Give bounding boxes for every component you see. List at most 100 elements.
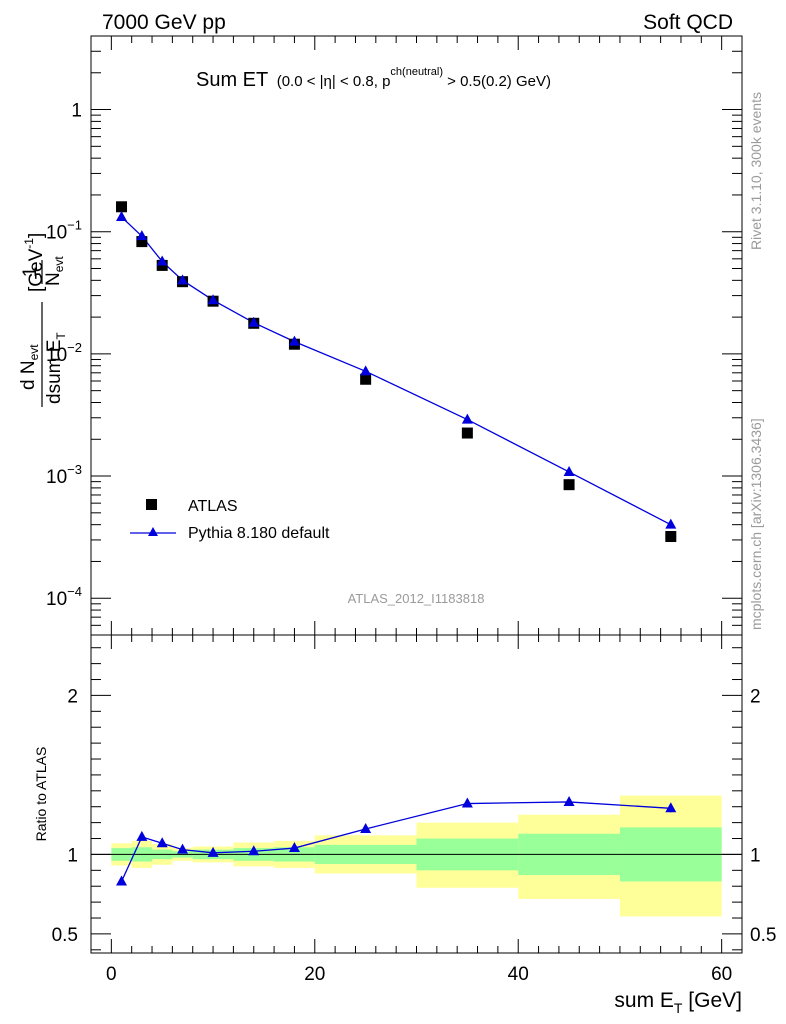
- pythia-point: [461, 413, 473, 424]
- ylabel-n: N: [43, 272, 64, 286]
- ylabel-one: 1: [20, 267, 41, 278]
- ylabel-unit-text: [GeV: [26, 248, 47, 292]
- ratio-point: [156, 837, 168, 848]
- analysis-watermark: ATLAS_2012_I1183818: [348, 591, 485, 606]
- main-y-tick-label-base: 10: [46, 467, 67, 488]
- ratio-y-tick-label-right: 0.5: [750, 925, 776, 946]
- header-left: 7000 GeV pp: [102, 11, 226, 34]
- main-y-tick-label: 10−1: [46, 218, 82, 244]
- ratio-y-tick-label-right: 2: [750, 686, 761, 707]
- pythia-point: [248, 316, 260, 327]
- ylabel-unit-exp: -1: [22, 238, 36, 249]
- plot-title-cuts-c: > 0.5(0.2) GeV): [443, 73, 551, 90]
- ratio-y-tick-label-left: 2: [67, 686, 78, 707]
- ratio-point: [665, 802, 677, 813]
- x-axis-label: sum ET [GeV]: [614, 989, 742, 1016]
- legend-marker-atlas: [146, 499, 157, 510]
- main-y-tick-label: 10−3: [46, 462, 82, 488]
- main-y-tick-labels: 10−410−310−210−11: [46, 101, 82, 611]
- atlas-point: [563, 479, 575, 491]
- ratio-y-tick-label-left: 0.5: [52, 925, 78, 946]
- pythia-point: [136, 230, 148, 241]
- ratio-point: [360, 822, 372, 833]
- pythia-point: [360, 365, 372, 376]
- ratio-y-tick-labels: 0.5 0.5 1 1 2 2: [52, 686, 777, 946]
- ratio-point: [136, 830, 148, 841]
- ratio-point: [288, 842, 300, 853]
- xlabel-sub: T: [674, 1000, 683, 1016]
- pythia-point: [563, 465, 575, 476]
- xlabel-main: sum E: [614, 989, 674, 1012]
- pythia-point: [207, 294, 219, 305]
- pythia-point: [116, 210, 128, 221]
- ratio-point: [177, 843, 189, 854]
- ratio-bands-layer: [91, 795, 742, 917]
- ratio-tick-marks: [91, 635, 742, 953]
- atlas-point: [665, 531, 677, 543]
- ylabel-unit: [GeV-1]: [22, 233, 47, 292]
- rivet-version-text: Rivet 3.1.10, 300k events: [748, 92, 764, 250]
- x-tick-labels: 0 20 40 60: [106, 964, 732, 985]
- ylabel-dn-text: d N: [18, 360, 39, 390]
- legend-label-atlas: ATLAS: [188, 498, 238, 515]
- ratio-panel: 0.5 0.5 1 1 2 2 0 20 40 60: [52, 634, 777, 985]
- plot-title: Sum ET (0.0 < |η| < 0.8, pch(neutral) > …: [196, 66, 551, 91]
- ylabel-evt-sub: evt: [52, 256, 66, 273]
- ylabel-dsum: dsum ET: [44, 332, 68, 404]
- main-y-tick-label: 1: [71, 101, 82, 122]
- ratio-series-layer: [116, 795, 677, 886]
- mcplots-text: mcplots.cern.ch [arXiv:1306.3436]: [748, 418, 764, 630]
- ratio-point: [248, 845, 260, 856]
- main-y-tick-label-exp: −2: [67, 340, 82, 355]
- atlas-point: [116, 201, 128, 213]
- x-tick-label: 20: [304, 964, 325, 985]
- legend: ATLAS Pythia 8.180 default: [130, 498, 330, 542]
- x-tick-label: 40: [508, 964, 529, 985]
- atlas-point: [360, 373, 372, 385]
- ratio-point: [461, 797, 473, 808]
- legend-marker-pythia: [148, 527, 158, 536]
- ratio-y-tick-label-left: 1: [67, 845, 78, 866]
- ratio-point: [563, 795, 575, 806]
- atlas-point: [461, 427, 473, 439]
- x-tick-label: 60: [711, 964, 732, 985]
- ylabel-dsum-text: dsum E: [44, 340, 65, 404]
- plot-title-cuts-b: | < 0.8, p: [332, 73, 391, 90]
- ylabel-unit-close: ]: [26, 233, 47, 238]
- header-right: Soft QCD: [643, 11, 733, 34]
- main-y-tick-label-base: 1: [71, 101, 82, 122]
- xlabel-unit: [GeV]: [682, 989, 742, 1012]
- atlas-point: [136, 236, 148, 248]
- ratio-point: [207, 846, 219, 857]
- main-y-tick-label: 10−2: [46, 340, 82, 366]
- ylabel-dn-evt-sub: evt: [27, 344, 41, 361]
- ylabel-dn: d Nevt: [18, 344, 41, 390]
- ratio-y-tick-label-right: 1: [750, 845, 761, 866]
- main-y-tick-label-exp: −1: [67, 218, 82, 233]
- ratio-panel-frame: [90, 634, 743, 954]
- x-tick-label: 0: [106, 964, 117, 985]
- main-panel: 10−410−310−210−11 Sum ET (0.0 < |η| < 0.…: [46, 35, 743, 636]
- legend-label-pythia: Pythia 8.180 default: [188, 525, 330, 542]
- main-y-tick-label-base: 10: [46, 589, 67, 610]
- ylabel-n-evt-denom: Nevt: [43, 256, 66, 286]
- main-y-tick-label: 10−4: [46, 584, 82, 610]
- main-y-tick-label-exp: −4: [67, 584, 82, 599]
- pythia-point: [288, 335, 300, 346]
- ratio-point: [116, 875, 128, 886]
- ylabel-t-sub: T: [54, 332, 68, 340]
- main-panel-background: [91, 36, 742, 635]
- main-y-tick-label-base: 10: [46, 223, 67, 244]
- pythia-point: [156, 255, 168, 266]
- pythia-point: [665, 518, 677, 529]
- main-y-axis-label: 1 Nevt d Nevt dsum ET [GeV-1]: [18, 233, 68, 407]
- plot-title-sup: ch(neutral): [390, 66, 443, 78]
- plot-title-main: Sum ET: [196, 69, 268, 91]
- plot-title-cuts-a: (0.0 < |: [277, 73, 324, 90]
- main-y-tick-label-base: 10: [46, 345, 67, 366]
- main-series-layer: [116, 201, 677, 543]
- plot-title-eta: η: [324, 73, 332, 90]
- main-tick-marks: [91, 35, 742, 636]
- ratio-y-axis-label: Ratio to ATLAS: [33, 747, 49, 842]
